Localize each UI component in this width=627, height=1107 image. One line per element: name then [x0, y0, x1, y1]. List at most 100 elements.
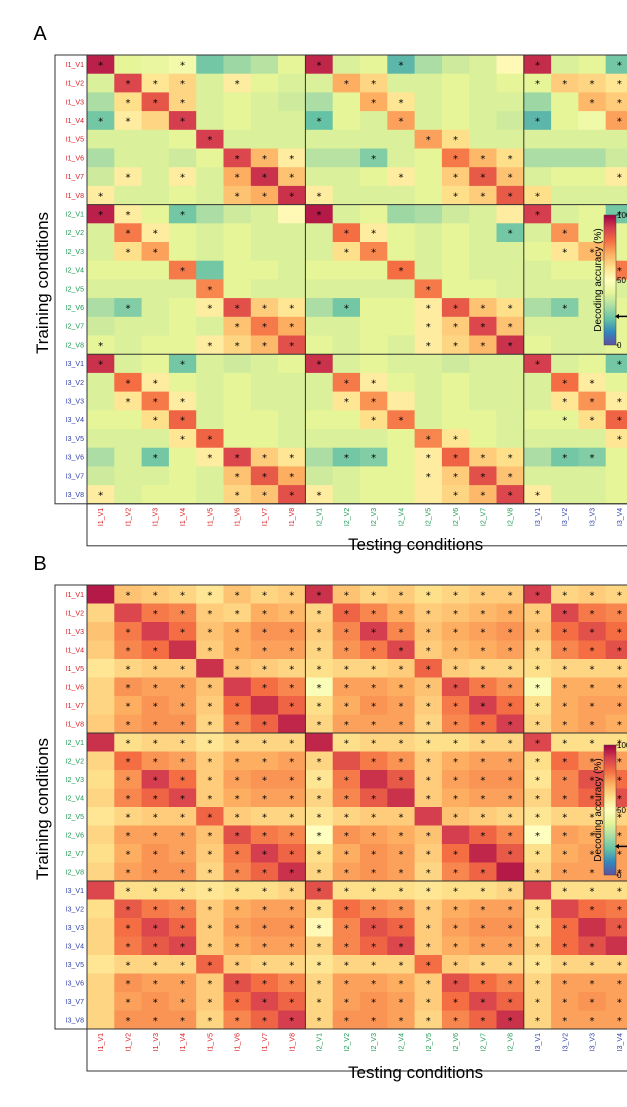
- column-tick-label: I2_V6: [453, 1033, 460, 1051]
- heatmap-cell: [414, 129, 443, 149]
- heatmap-cell: [551, 204, 579, 224]
- heatmap-cell: [278, 55, 306, 75]
- heatmap-cell: [168, 242, 197, 262]
- heatmap-cell: [114, 167, 142, 187]
- heatmap-cell: [360, 260, 388, 280]
- heatmap-cell: [332, 391, 361, 411]
- significance-star: *: [125, 775, 130, 786]
- heatmap-cell: [387, 936, 415, 956]
- heatmap-cell: [223, 73, 252, 93]
- heatmap-cell: [578, 73, 607, 93]
- heatmap-cell: [87, 372, 115, 392]
- heatmap-cell: [87, 696, 115, 715]
- heatmap-cell: [332, 770, 361, 789]
- heatmap-cell: [141, 992, 170, 1011]
- heatmap-cell: [578, 603, 607, 623]
- column-tick-label: I2_V3: [371, 508, 378, 526]
- significance-star: *: [371, 979, 376, 990]
- heatmap-cell: [360, 223, 388, 243]
- heatmap-cell: [360, 73, 388, 93]
- heatmap-cell: [578, 696, 607, 715]
- significance-star: *: [125, 79, 130, 90]
- significance-star: *: [508, 154, 513, 165]
- heatmap-cell: [87, 1010, 115, 1030]
- significance-star: *: [289, 757, 294, 768]
- heatmap-cell: [332, 659, 361, 678]
- heatmap-cell: [496, 770, 525, 789]
- significance-star: *: [125, 247, 130, 258]
- significance-star: *: [207, 775, 212, 786]
- heatmap-cell: [168, 410, 197, 430]
- heatmap-cell: [551, 466, 579, 486]
- heatmap-cell: [196, 298, 224, 318]
- heatmap-cell: [250, 955, 279, 974]
- heatmap-cell: [141, 92, 170, 112]
- heatmap-cell: [305, 279, 334, 299]
- heatmap-cell: [278, 751, 306, 771]
- heatmap-cell: [387, 260, 415, 280]
- heatmap-cell: [250, 862, 279, 882]
- column-tick-label: I2_V6: [453, 508, 460, 526]
- heatmap-cell: [332, 936, 361, 956]
- heatmap-cell: [196, 862, 224, 882]
- significance-star: *: [398, 812, 403, 823]
- heatmap-cell: [141, 973, 170, 993]
- significance-star: *: [398, 886, 403, 897]
- significance-star: *: [207, 683, 212, 694]
- heatmap-cell: [496, 485, 525, 505]
- heatmap-cell: [469, 129, 497, 149]
- heatmap-cell: [305, 973, 334, 993]
- heatmap-cell: [332, 485, 361, 505]
- heatmap-cell: [605, 354, 627, 374]
- heatmap-cell: [168, 844, 197, 863]
- heatmap-cell: [605, 677, 627, 697]
- heatmap-cell: [114, 204, 142, 224]
- heatmap-cell: [441, 585, 470, 604]
- heatmap-cell: [523, 260, 552, 280]
- heatmap-cell: [414, 335, 443, 355]
- heatmap-cell: [87, 223, 115, 243]
- heatmap-cell: [551, 55, 579, 75]
- significance-star: *: [590, 664, 595, 675]
- significance-star: *: [426, 664, 431, 675]
- heatmap-cell: [278, 73, 306, 93]
- heatmap-cell: [196, 260, 224, 280]
- significance-star: *: [480, 775, 485, 786]
- heatmap-cell: [414, 354, 443, 374]
- significance-star: *: [235, 794, 240, 805]
- heatmap-cell: [578, 223, 607, 243]
- heatmap-cell: [387, 807, 415, 826]
- heatmap-cell: [223, 148, 252, 168]
- heatmap-cell: [114, 788, 142, 808]
- heatmap-cell: [250, 585, 279, 604]
- significance-star: *: [289, 868, 294, 879]
- significance-star: *: [289, 831, 294, 842]
- heatmap-cell: [523, 410, 552, 430]
- heatmap-cell: [305, 918, 334, 937]
- heatmap-cell: [278, 936, 306, 956]
- heatmap-cell: [305, 992, 334, 1011]
- significance-star: *: [125, 646, 130, 657]
- heatmap-cell: [414, 372, 443, 392]
- significance-star: *: [562, 397, 567, 408]
- heatmap-cell: [360, 129, 388, 149]
- heatmap-cell: [551, 844, 579, 863]
- significance-star: *: [262, 173, 267, 184]
- heatmap-cell: [551, 335, 579, 355]
- heatmap-cell: [114, 298, 142, 318]
- significance-star: *: [617, 738, 622, 749]
- significance-star: *: [590, 960, 595, 971]
- heatmap-cell: [168, 485, 197, 505]
- heatmap-cell: [441, 622, 470, 641]
- heatmap-cell: [332, 223, 361, 243]
- heatmap-cell: [523, 148, 552, 168]
- heatmap-cell: [250, 242, 279, 262]
- heatmap-cell: [523, 881, 552, 900]
- significance-star: *: [590, 812, 595, 823]
- significance-star: *: [535, 664, 540, 675]
- significance-star: *: [617, 886, 622, 897]
- heatmap-cell: [168, 603, 197, 623]
- column-tick-label: I1_V5: [207, 1033, 214, 1051]
- significance-star: *: [426, 960, 431, 971]
- significance-star: *: [480, 720, 485, 731]
